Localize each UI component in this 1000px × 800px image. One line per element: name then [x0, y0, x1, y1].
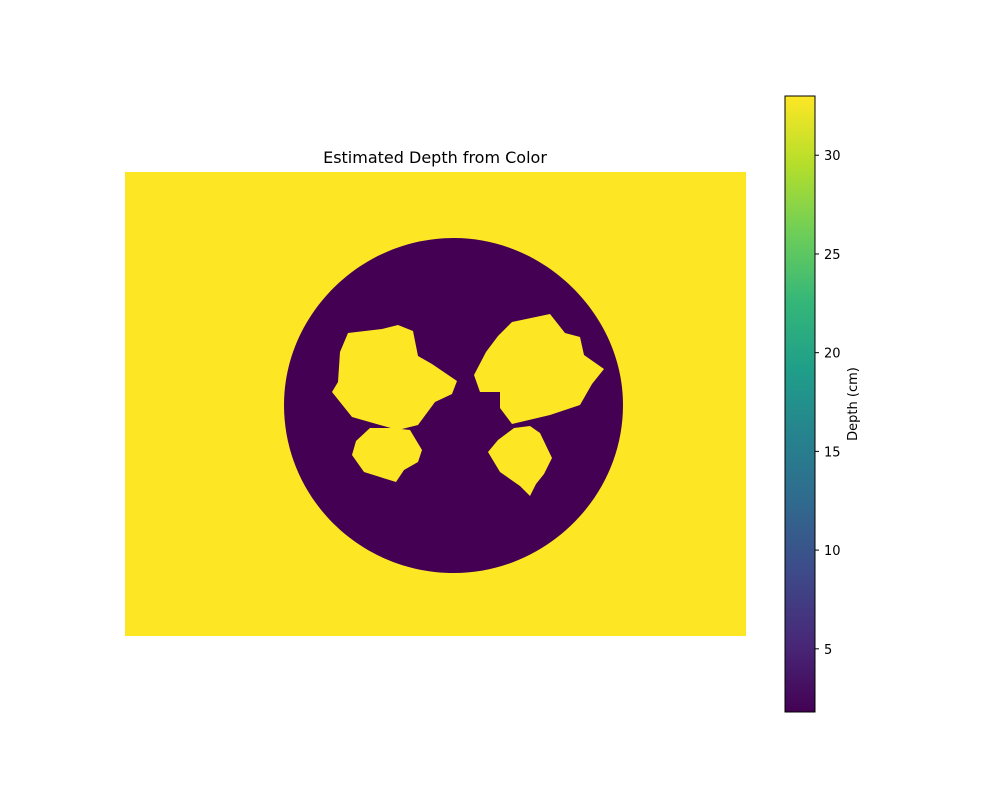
region-object-bottom-left — [352, 428, 422, 482]
colorbar-ticks: 5 10 15 20 25 30 — [815, 149, 841, 658]
depth-map — [125, 172, 746, 636]
chart-title: Estimated Depth from Color — [323, 148, 547, 167]
colorbar-tick-label: 15 — [824, 445, 841, 460]
colorbar-label: Depth (cm) — [846, 367, 861, 441]
colorbar-tick-label: 5 — [824, 643, 832, 658]
colorbar-tick-label: 10 — [824, 544, 841, 559]
region-object-top-left — [332, 325, 457, 430]
colorbar-tick-label: 25 — [824, 248, 841, 263]
colorbar-bar — [784, 95, 816, 713]
colorbar-tick-label: 20 — [824, 347, 841, 362]
colorbar-tick-label: 30 — [824, 149, 841, 164]
colorbar: 5 10 15 20 25 30 Depth (cm) — [784, 95, 861, 713]
region-object-top-right — [474, 314, 604, 424]
region-object-bottom-right — [488, 426, 552, 496]
